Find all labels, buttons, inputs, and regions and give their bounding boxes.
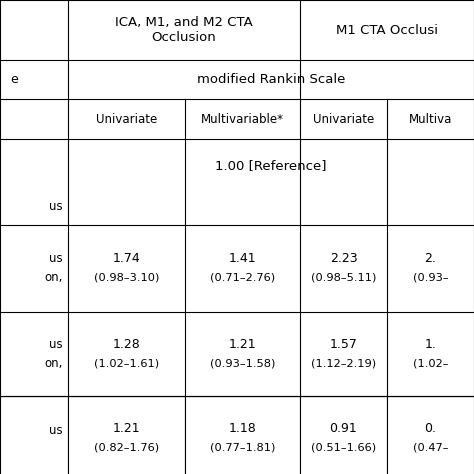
Bar [68, 396, 185, 474]
Text: 1.18: 1.18 [228, 422, 256, 435]
Text: 0.91: 0.91 [329, 422, 357, 435]
Text: modified Rankin Scale: modified Rankin Scale [197, 73, 345, 86]
Text: 1.00 [Reference]: 1.00 [Reference] [215, 159, 327, 172]
Text: on,: on, [45, 356, 63, 370]
Text: ICA, M1, and M2 CTA
Occlusion: ICA, M1, and M2 CTA Occlusion [115, 16, 253, 44]
Text: us: us [49, 200, 63, 213]
Text: M1 CTA Occlusi: M1 CTA Occlusi [336, 24, 438, 36]
Bar [68, 311, 185, 396]
Bar [0, 0, 474, 396]
Bar [387, 311, 474, 396]
Bar [0, 396, 68, 474]
Text: (0.77–1.81): (0.77–1.81) [210, 443, 275, 453]
Text: 1.74: 1.74 [113, 253, 140, 265]
Bar [185, 311, 300, 396]
Bar [300, 311, 387, 396]
Text: (0.98–3.10): (0.98–3.10) [94, 273, 159, 283]
Text: us: us [49, 253, 63, 265]
Text: 0.: 0. [425, 422, 437, 435]
Bar [0, 225, 68, 311]
Bar [387, 100, 474, 139]
Text: us: us [49, 424, 63, 437]
Text: (0.98–5.11): (0.98–5.11) [311, 273, 376, 283]
Text: (1.02–1.61): (1.02–1.61) [94, 358, 159, 368]
Text: 1.41: 1.41 [228, 253, 256, 265]
Bar [387, 225, 474, 311]
Text: on,: on, [45, 271, 63, 284]
Bar [300, 0, 474, 60]
Bar [300, 225, 387, 311]
Text: Multiva: Multiva [409, 113, 452, 126]
Text: 1.57: 1.57 [329, 338, 357, 351]
Text: 2.23: 2.23 [330, 253, 357, 265]
Bar [0, 139, 68, 225]
Bar [68, 139, 474, 225]
Text: (1.12–2.19): (1.12–2.19) [311, 358, 376, 368]
Bar [68, 0, 300, 60]
Text: (0.47–: (0.47– [413, 443, 448, 453]
Bar [0, 100, 68, 139]
Text: (0.93–1.58): (0.93–1.58) [210, 358, 275, 368]
Bar [0, 60, 68, 100]
Bar [185, 100, 300, 139]
Bar [387, 396, 474, 474]
Text: (0.51–1.66): (0.51–1.66) [311, 443, 376, 453]
Text: Univariate: Univariate [313, 113, 374, 126]
Text: 2.: 2. [425, 253, 437, 265]
Text: 1.: 1. [425, 338, 437, 351]
Bar [0, 0, 68, 60]
Bar [68, 225, 185, 311]
Text: (0.82–1.76): (0.82–1.76) [94, 443, 159, 453]
Text: (0.71–2.76): (0.71–2.76) [210, 273, 275, 283]
Bar [0, 311, 68, 396]
Text: Multivariable*: Multivariable* [201, 113, 284, 126]
Bar [300, 396, 387, 474]
Text: 1.28: 1.28 [113, 338, 140, 351]
Text: (0.93–: (0.93– [413, 273, 448, 283]
Bar [68, 100, 185, 139]
Bar [68, 60, 474, 100]
Text: us: us [49, 338, 63, 351]
Text: (1.02–: (1.02– [413, 358, 448, 368]
Bar [185, 396, 300, 474]
Bar [300, 100, 387, 139]
Text: e: e [10, 73, 18, 86]
Bar [185, 225, 300, 311]
Text: Univariate: Univariate [96, 113, 157, 126]
Text: 1.21: 1.21 [228, 338, 256, 351]
Text: 1.21: 1.21 [113, 422, 140, 435]
